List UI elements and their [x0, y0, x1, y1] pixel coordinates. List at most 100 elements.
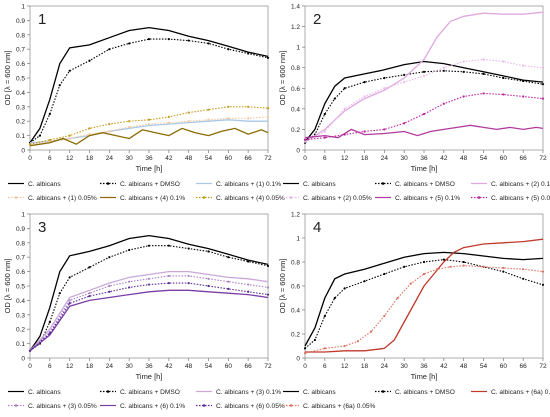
series-line: [29, 275, 269, 352]
y-tick-label: 1.4: [291, 4, 300, 11]
series-point: [266, 293, 270, 296]
series-point: [303, 138, 307, 141]
x-tick-label: 18: [86, 155, 94, 162]
x-tick-label: 36: [420, 155, 428, 162]
series-point: [383, 128, 386, 131]
series-point: [167, 38, 170, 41]
series-point: [502, 270, 505, 273]
series-point: [167, 115, 170, 118]
series-point: [442, 102, 445, 105]
series-point: [343, 87, 346, 90]
series-point: [462, 264, 465, 267]
series-point: [108, 256, 111, 259]
x-tick-label: 6: [323, 155, 327, 162]
x-tick-label: 30: [401, 155, 409, 162]
series-point: [403, 73, 406, 77]
legend-label: C. albicans + (5) 0.05%: [491, 195, 550, 202]
series-point: [383, 76, 386, 80]
x-tick-label: 12: [341, 363, 349, 370]
x-tick-label: 42: [440, 363, 448, 370]
panel-3: 300.10.20.30.40.50.60.70.80.910 6 12 18 24 30…: [3, 212, 285, 411]
y-tick-label: 0.6: [16, 269, 25, 276]
y-tick-label: 0.1: [16, 341, 25, 348]
series-point: [403, 81, 406, 84]
y-axis-label: OD [λ = 600 nm]: [278, 51, 287, 106]
series-point: [403, 122, 406, 125]
series-point: [313, 338, 317, 342]
y-tick-label: 1: [21, 4, 25, 11]
x-tick-label: 0: [303, 363, 307, 370]
series-point: [323, 347, 326, 350]
series-point: [303, 347, 307, 350]
legend-label: C. albicans + (4) 0.05%: [216, 195, 285, 202]
x-tick-label: 24: [106, 363, 114, 370]
x-tick-label: 18: [86, 363, 94, 370]
y-tick-label: 0.5: [16, 284, 25, 291]
series-point: [247, 117, 250, 120]
series-point: [207, 118, 210, 121]
y-tick-label: 1: [296, 45, 300, 52]
legend-marker: [202, 404, 206, 407]
x-tick-label: 60: [500, 155, 508, 162]
legend-label: C. albicans + (1) 0.05%: [28, 195, 97, 202]
panel-label: 2: [313, 11, 321, 28]
x-tick-label: 66: [520, 363, 528, 370]
series-point: [88, 266, 91, 269]
series-line: [29, 289, 269, 352]
series-point: [247, 260, 250, 263]
series-point: [303, 140, 307, 143]
series-point: [187, 247, 190, 250]
series-point: [38, 134, 42, 137]
y-tick-label: 0.4: [16, 298, 25, 305]
series-point: [502, 266, 505, 270]
x-tick-label: 12: [66, 155, 74, 162]
legend-label: C. albicans + (2) 0.1%: [491, 181, 550, 188]
legend-label: C. albicans + (3) 0.05%: [28, 403, 97, 410]
series-point: [207, 250, 210, 253]
y-tick-label: 0.7: [16, 255, 25, 262]
series-point: [147, 118, 151, 121]
y-axis-label: OD [λ = 600 nm]: [3, 51, 12, 106]
panel-label: 3: [38, 219, 46, 236]
series-line: [304, 124, 544, 139]
series-point: [108, 290, 111, 293]
series-point: [108, 284, 111, 288]
series-point: [343, 344, 346, 348]
series-point: [541, 283, 545, 286]
y-tick-label: 0.2: [291, 332, 300, 339]
series-point: [482, 92, 485, 95]
x-tick-label: 48: [185, 363, 193, 370]
series-point: [541, 66, 545, 69]
y-tick-label: 1: [21, 212, 25, 219]
series-point: [403, 265, 406, 268]
series-point: [422, 112, 426, 116]
x-tick-label: 24: [381, 363, 389, 370]
series-point: [422, 260, 426, 264]
series-point: [88, 133, 91, 136]
series-point: [227, 48, 230, 51]
series-point: [207, 108, 210, 111]
series-point: [207, 42, 210, 45]
series-line: [305, 238, 544, 353]
x-axis-label: Time [h]: [136, 372, 163, 381]
legend-marker: [381, 182, 385, 185]
legend-label: C. albicans + (5) 0.1%: [395, 195, 460, 202]
y-tick-label: 0: [21, 356, 25, 363]
series-point: [108, 122, 111, 126]
legend-marker: [381, 390, 385, 393]
y-tick-label: 0.8: [291, 260, 300, 267]
series-line: [29, 127, 269, 147]
panel-1: 1 0 0.1 0.2 0.3 0.4 0.5 0.6 0.7 0.8 0.9 1 0 6 12 18 24 30…: [3, 4, 285, 203]
series-point: [227, 105, 230, 108]
legend-label: C. albicans + (4) 0.1%: [120, 195, 185, 202]
series-point: [167, 274, 170, 278]
series-point: [207, 284, 210, 288]
x-tick-label: 24: [106, 155, 114, 162]
y-tick-label: 0.7: [16, 47, 25, 54]
series-point: [462, 95, 465, 98]
panel-label: 1: [38, 11, 46, 28]
x-tick-label: 0: [28, 363, 32, 370]
legend-marker: [106, 182, 110, 185]
y-tick-label: 0.8: [16, 240, 25, 247]
